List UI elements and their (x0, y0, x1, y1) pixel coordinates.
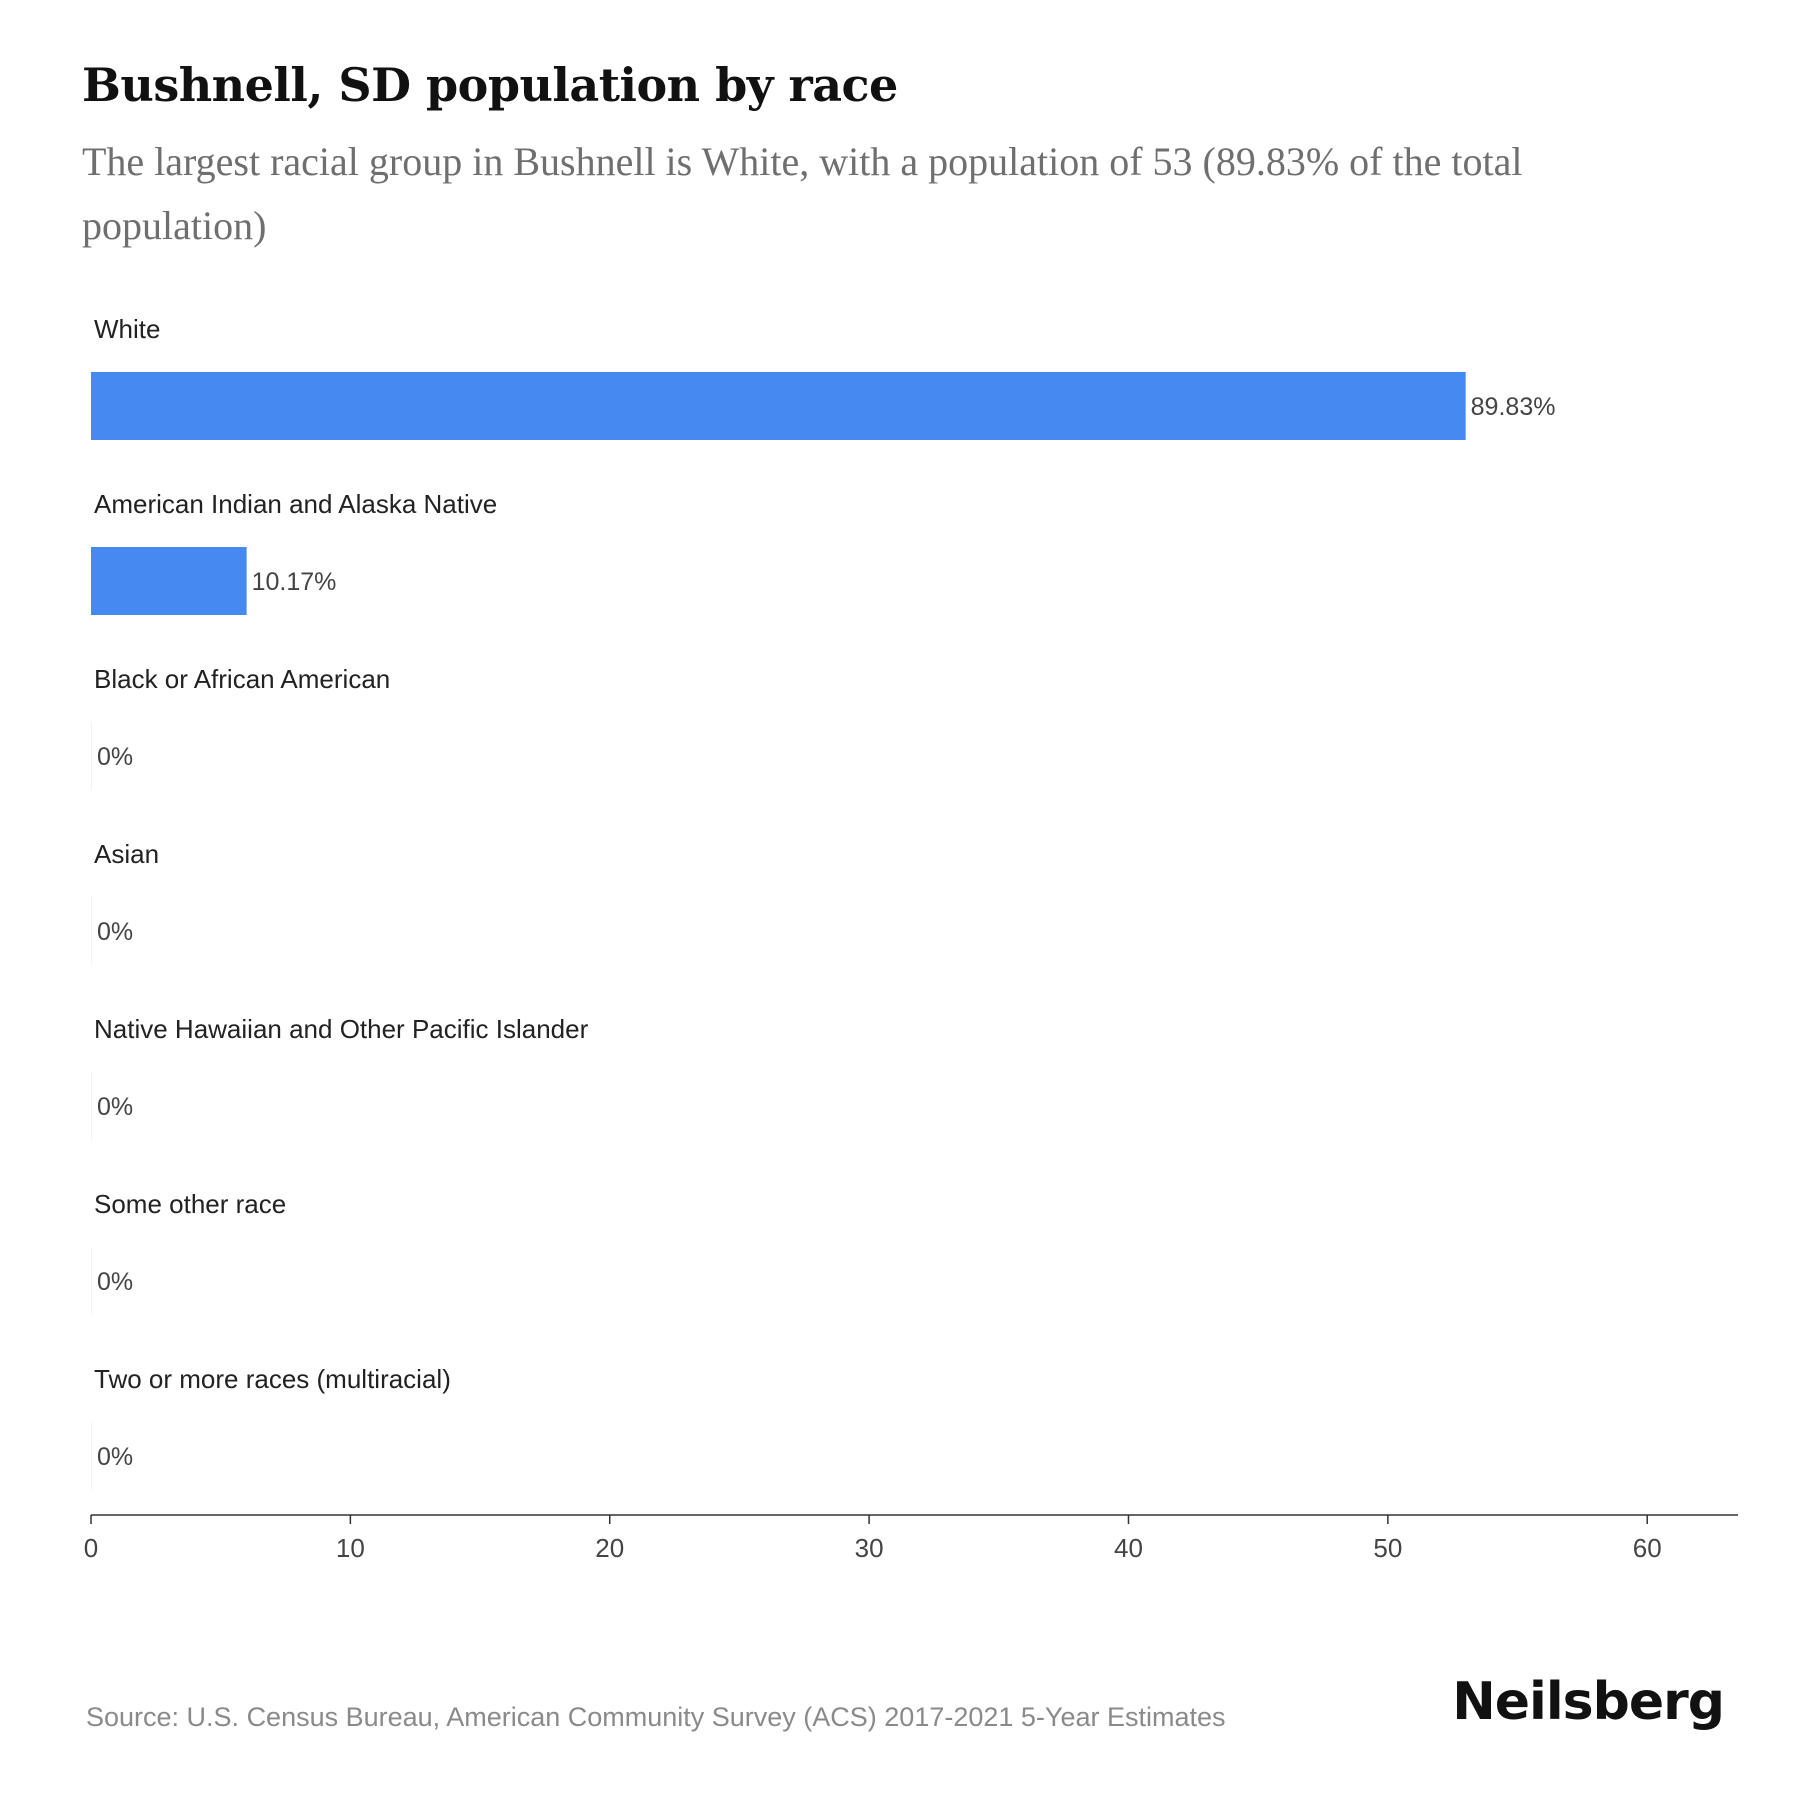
data-label: 0% (97, 1268, 133, 1296)
bar (91, 547, 247, 615)
bar (91, 1422, 92, 1490)
x-tick-label: 0 (84, 1533, 98, 1563)
x-tick-label: 60 (1633, 1533, 1662, 1563)
bar (91, 897, 92, 965)
chart-title: Bushnell, SD population by race (82, 58, 898, 112)
category-label: White (94, 314, 160, 344)
x-tick-label: 30 (855, 1533, 884, 1563)
category-label: Two or more races (multiracial) (94, 1364, 451, 1394)
category-label: American Indian and Alaska Native (94, 489, 497, 519)
brand-logo: Neilsberg (1452, 1672, 1725, 1732)
x-tick-label: 20 (595, 1533, 624, 1563)
data-label: 89.83% (1471, 393, 1556, 421)
x-tick-label: 10 (336, 1533, 365, 1563)
category-label: Native Hawaiian and Other Pacific Island… (94, 1014, 589, 1044)
bar (91, 372, 1466, 440)
x-tick-label: 40 (1114, 1533, 1143, 1563)
data-label: 0% (97, 918, 133, 946)
data-label: 10.17% (252, 568, 337, 596)
bar (91, 1247, 92, 1315)
bar-chart: White 89.83% American Indian and Alaska Na… (84, 314, 1738, 1563)
bar (91, 1072, 92, 1140)
category-label: Black or African American (94, 664, 390, 694)
x-tick-label: 50 (1373, 1533, 1402, 1563)
source-note: Source: U.S. Census Bureau, American Com… (86, 1702, 1226, 1732)
category-label: Asian (94, 839, 159, 869)
chart-subtitle: The largest racial group in Bushnell is … (82, 139, 1523, 248)
data-label: 0% (97, 1093, 133, 1121)
category-label: Some other race (94, 1189, 286, 1219)
data-label: 0% (97, 743, 133, 771)
bar (91, 722, 92, 790)
data-label: 0% (97, 1443, 133, 1471)
